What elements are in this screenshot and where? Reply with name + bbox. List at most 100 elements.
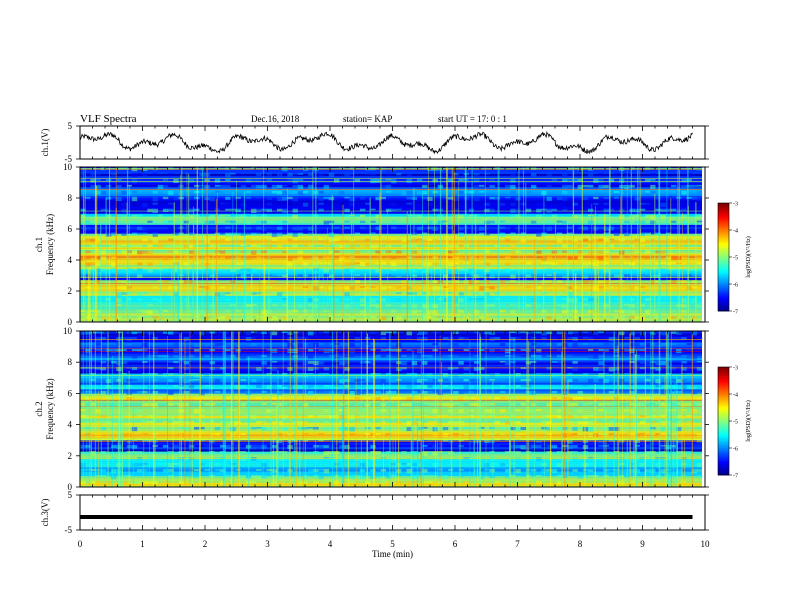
ch1-spectrogram-cell bbox=[385, 190, 392, 193]
ch3-waveform-ytick-label: -5 bbox=[65, 525, 73, 535]
ch2-spectrogram-cell bbox=[80, 355, 86, 358]
ch1-spectrogram-cell bbox=[448, 274, 454, 278]
ch1-spectrogram-cell bbox=[276, 190, 283, 195]
ch1-spectrogram-cell bbox=[173, 292, 179, 297]
ch2-spectrogram-cell bbox=[484, 463, 490, 467]
ch1-spectrogram-cell bbox=[147, 220, 153, 223]
ch1-spectrogram-cell bbox=[458, 292, 464, 296]
ch1-colorbar-swatch bbox=[718, 273, 729, 276]
ch2-spectrogram-cell bbox=[354, 385, 361, 388]
ch2-spectrogram-cell bbox=[499, 349, 506, 352]
ch2-spectrogram-cell bbox=[100, 379, 107, 383]
ch2-spectrogram-cell bbox=[214, 469, 221, 471]
ch2-spectrogram-cell bbox=[142, 439, 148, 442]
ch1-spectrogram-cell bbox=[282, 220, 288, 224]
ch2-spectrogram-cell bbox=[463, 349, 469, 352]
ch2-spectrogram-cell bbox=[261, 463, 267, 467]
ch2-spectrogram-cell bbox=[670, 331, 677, 334]
ch2-spectrogram-cell bbox=[194, 343, 200, 347]
ch2-spectrogram-cell bbox=[328, 403, 335, 406]
ch1-spectrogram-cell bbox=[587, 280, 594, 283]
ch1-spectrogram-cell bbox=[339, 232, 345, 235]
ch1-spectrogram-cell bbox=[396, 250, 402, 254]
ch2-spectrogram-cell bbox=[162, 421, 169, 424]
ch1-spectrogram-band bbox=[80, 315, 702, 318]
ch2-spectrogram-cell bbox=[126, 343, 133, 346]
ch1-spectrogram-cell bbox=[90, 244, 96, 249]
ch2-spectrogram-cell bbox=[613, 427, 620, 431]
ch1-spectrogram-band bbox=[80, 279, 702, 283]
ch2-spectrogram-band bbox=[80, 346, 702, 350]
ch1-spectrogram-cell bbox=[308, 316, 314, 319]
ch1-spectrogram-cell bbox=[598, 220, 604, 223]
ch2-spectrogram-cell bbox=[546, 403, 552, 408]
ch1-spectrogram-cell bbox=[427, 226, 433, 230]
ch1-spectrogram-cell bbox=[396, 208, 402, 211]
ch2-spectrogram-cell bbox=[639, 403, 646, 407]
ch2-spectrogram-cell bbox=[204, 445, 210, 448]
ch1-spectrogram-cell bbox=[240, 274, 247, 279]
ch2-spectrogram-cell bbox=[499, 361, 506, 363]
ch1-spectrogram-cell bbox=[603, 298, 609, 300]
ch2-spectrogram-cell bbox=[556, 475, 563, 478]
ch2-spectrogram-cell bbox=[271, 367, 278, 371]
ch2-spectrogram-cell bbox=[204, 355, 210, 358]
ch2-spectrogram-cell bbox=[111, 439, 117, 442]
ch1-spectrogram-cell bbox=[105, 196, 112, 200]
ch2-spectrogram-cell bbox=[556, 463, 563, 468]
ch2-spectrogram-cell bbox=[422, 385, 428, 389]
ch2-spectrogram-cell bbox=[401, 451, 407, 454]
ch1-colorbar-swatch bbox=[718, 215, 729, 218]
ch1-spectrogram-cell bbox=[385, 304, 392, 307]
ch1-spectrogram-cell bbox=[370, 202, 376, 207]
ch2-spectrogram-cell bbox=[619, 343, 625, 347]
ch1-spectrogram-cell bbox=[287, 172, 293, 177]
ch1-colorbar-tick-label: -3 bbox=[733, 202, 738, 208]
ch1-spectrogram-cell bbox=[318, 196, 324, 201]
ch2-spectrogram-cell bbox=[681, 403, 687, 407]
ch2-spectrogram-cell bbox=[225, 421, 231, 426]
ch2-spectrogram-cell bbox=[463, 337, 469, 340]
ch2-spectrogram-cell bbox=[639, 433, 646, 435]
ch2-spectrogram-cell bbox=[448, 367, 454, 370]
ch1-spectrogram-cell bbox=[318, 172, 324, 176]
ch1-colorbar-swatch bbox=[718, 309, 729, 312]
ch2-spectrogram-cell bbox=[339, 427, 345, 431]
ch1-colorbar-swatch bbox=[718, 269, 729, 272]
ch1-spectrogram-band bbox=[80, 200, 702, 203]
ch2-spectrogram-cell bbox=[271, 409, 278, 411]
ch1-spectrogram-cell bbox=[396, 298, 402, 303]
ch1-spectrogram-cell bbox=[650, 232, 656, 235]
ch2-spectrogram-cell bbox=[318, 397, 324, 401]
ch1-spectrogram-cell bbox=[696, 286, 703, 291]
ch2-spectrogram-cell bbox=[100, 421, 107, 424]
ch2-spectrogram-cell bbox=[536, 397, 542, 400]
ch2-spectrogram-cell bbox=[691, 331, 698, 336]
ch2-spectrogram-cell bbox=[572, 367, 578, 371]
ch2-spectrogram-cell bbox=[137, 481, 143, 484]
ch1-spectrogram-cell bbox=[406, 244, 412, 248]
ch2-spectrogram-cell bbox=[240, 385, 247, 389]
ch2-spectrogram-cell bbox=[520, 433, 526, 435]
ch1-colorbar-swatch bbox=[718, 257, 729, 260]
ch1-spectrogram-cell bbox=[219, 316, 226, 319]
ch2-spectrogram-cell bbox=[214, 391, 221, 393]
ch1-spectrogram-cell bbox=[162, 268, 169, 272]
ch2-spectrogram-cell bbox=[344, 367, 350, 371]
ch1-spectrogram-cell bbox=[240, 190, 247, 194]
ch2-spectrogram-cell bbox=[567, 439, 573, 444]
ch1-spectrogram-cell bbox=[484, 316, 490, 320]
ch1-spectrogram-cell bbox=[686, 196, 692, 200]
ch2-spectrogram-cell bbox=[219, 451, 226, 455]
ch1-spectrogram-cell bbox=[370, 172, 376, 176]
ch2-spectrogram-cell bbox=[359, 385, 366, 389]
ch1-spectrogram-cell bbox=[665, 232, 672, 236]
ch1-spectrogram-cell bbox=[375, 250, 381, 254]
ch1-spectrogram-cell bbox=[572, 256, 578, 260]
ch2-spectrogram-cell bbox=[256, 445, 262, 449]
ch1-spectrogram-band bbox=[80, 204, 702, 208]
ch1-colorbar-swatch bbox=[718, 248, 729, 251]
ch1-spectrogram-cell bbox=[696, 190, 703, 196]
ch2-spectrogram-cell bbox=[691, 415, 698, 418]
ch1-spectrogram-cell bbox=[245, 226, 252, 230]
